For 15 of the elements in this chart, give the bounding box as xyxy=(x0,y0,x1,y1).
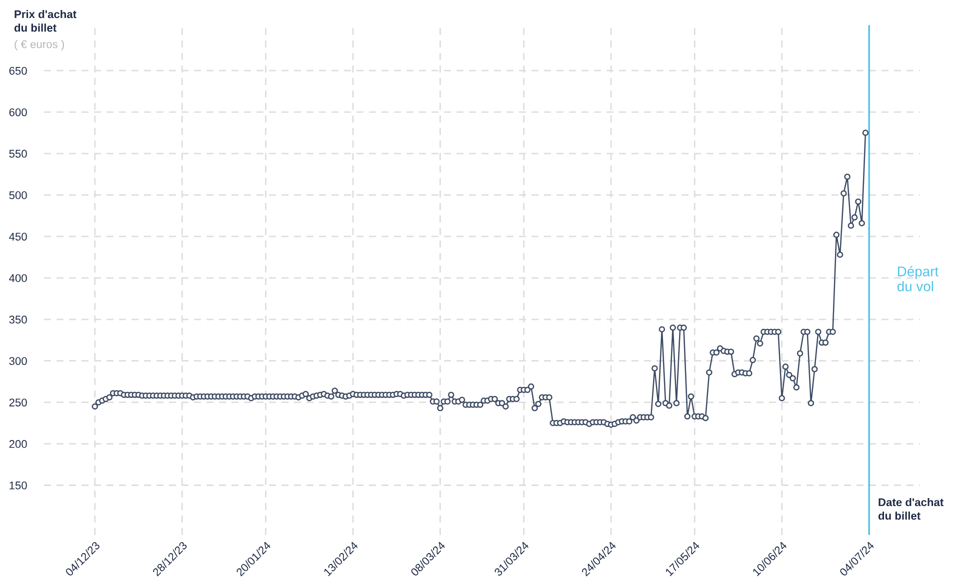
ref-line-label: Départ du vol xyxy=(897,266,938,292)
y-tick-label: 150 xyxy=(10,482,27,490)
y-tick-label: 400 xyxy=(9,274,27,282)
y-tick-label: 500 xyxy=(9,191,27,200)
y-tick-label: 200 xyxy=(9,440,27,448)
y-tick-label: 600 xyxy=(9,108,27,116)
y-axis-title: Prix d'achat du billet xyxy=(14,10,76,32)
y-tick-label: 300 xyxy=(9,357,27,365)
y-tick-label: 550 xyxy=(9,150,27,158)
annotation: ( € euros ) xyxy=(14,40,64,50)
y-tick-label: 450 xyxy=(9,232,27,241)
y-tick-label: 250 xyxy=(9,398,27,406)
x-axis-title: Date d'achat du billet xyxy=(878,498,944,520)
y-tick-label: 350 xyxy=(9,316,27,324)
y-tick-label: 650 xyxy=(9,66,27,75)
